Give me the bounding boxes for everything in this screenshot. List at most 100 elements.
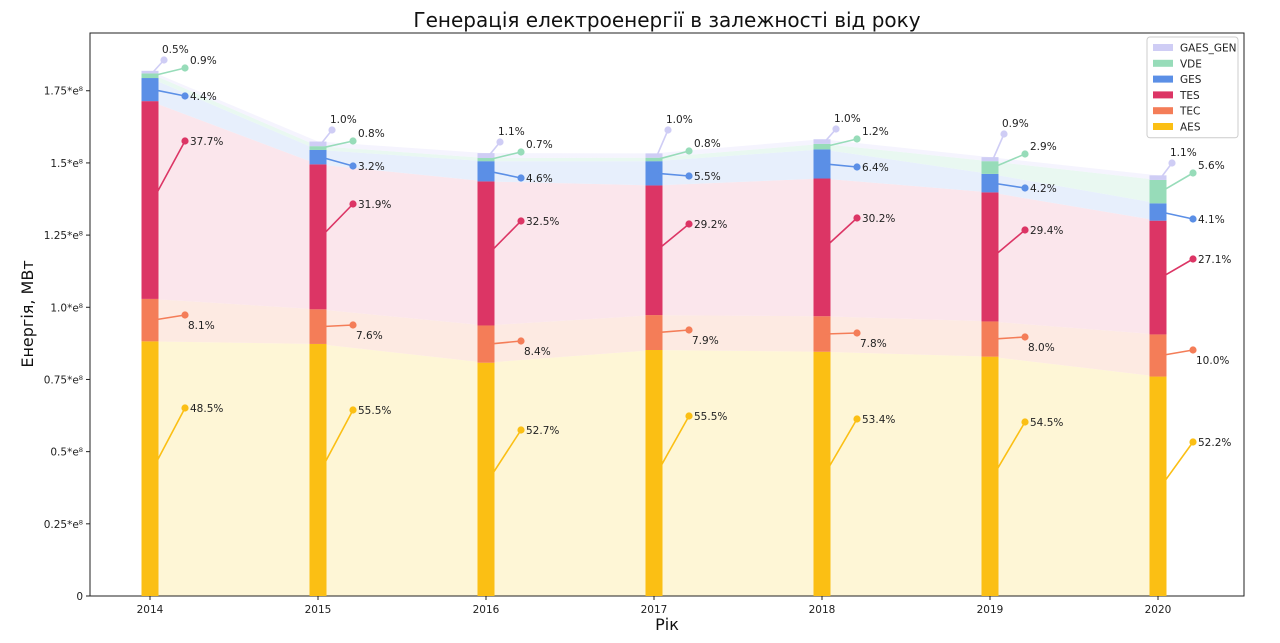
- y-tick-label-2: 0.5*e⁸: [50, 447, 83, 459]
- bar-gaes-gen-2019: [981, 157, 999, 162]
- pct-label-ges-2020: 4.1%: [1198, 214, 1225, 226]
- leader-line-ges-2018: [824, 163, 858, 168]
- bar-gaes-gen-2017: [645, 153, 663, 158]
- bar-ges-2019: [981, 173, 999, 193]
- leader-dot-gaes-gen-2016: [496, 138, 504, 146]
- leader-dot-ges-2018: [853, 163, 861, 171]
- y-tick-label-4: 1.0*e⁸: [50, 302, 83, 314]
- legend-swatch-ges: [1153, 75, 1173, 83]
- bar-tes-2019: [981, 192, 999, 322]
- pct-label-gaes-gen-2016: 1.1%: [498, 126, 525, 138]
- leader-dot-vde-2020: [1189, 169, 1197, 177]
- y-tick-label-7: 1.75*e⁸: [44, 86, 83, 98]
- pct-label-gaes-gen-2017: 1.0%: [666, 114, 693, 126]
- bar-vde-2017: [645, 157, 663, 162]
- pct-label-aes-2020: 52.2%: [1198, 437, 1231, 449]
- pct-label-vde-2016: 0.7%: [526, 139, 553, 151]
- pct-label-aes-2014: 48.5%: [190, 403, 223, 415]
- leader-line-tes-2016: [488, 220, 522, 254]
- bar-tec-2014: [141, 298, 159, 342]
- leader-line-ges-2014: [152, 88, 186, 97]
- pct-label-vde-2015: 0.8%: [358, 128, 385, 140]
- pct-label-tes-2019: 29.4%: [1030, 225, 1063, 237]
- pct-label-aes-2016: 52.7%: [526, 425, 559, 437]
- bar-vde-2019: [981, 161, 999, 174]
- leader-line-tes-2014: [152, 140, 186, 201]
- leader-line-ges-2015: [320, 156, 354, 167]
- leader-line-vde-2017: [656, 150, 690, 161]
- leader-dot-tes-2015: [349, 200, 357, 208]
- bar-tes-2014: [141, 101, 159, 299]
- leader-dot-aes-2015: [349, 406, 357, 414]
- pct-label-tec-2020: 10.0%: [1196, 355, 1229, 367]
- bar-vde-2016: [477, 158, 495, 162]
- bar-gaes-gen-2018: [813, 139, 831, 144]
- y-axis-label: Енергія, МВт: [18, 260, 37, 367]
- bar-aes-2018: [813, 351, 831, 596]
- leader-line-ges-2017: [656, 172, 690, 177]
- bar-tec-2015: [309, 309, 327, 344]
- y-tick-label-5: 1.25*e⁸: [44, 230, 83, 242]
- leader-line-ges-2020: [1160, 211, 1194, 220]
- leader-line-ges-2019: [992, 182, 1026, 189]
- pct-label-vde-2019: 2.9%: [1030, 141, 1057, 153]
- leader-line-tes-2019: [992, 229, 1026, 258]
- bar-aes-2020: [1149, 376, 1167, 596]
- bar-vde-2018: [813, 143, 831, 150]
- pct-label-ges-2019: 4.2%: [1030, 183, 1057, 195]
- pct-label-aes-2017: 55.5%: [694, 411, 727, 423]
- leader-dot-tes-2014: [181, 137, 189, 145]
- leader-dot-vde-2017: [685, 147, 693, 155]
- pct-label-tec-2018: 7.8%: [860, 338, 887, 350]
- x-tick-label-2018: 2018: [809, 604, 836, 616]
- bar-gaes-gen-2015: [309, 141, 327, 147]
- legend-swatch-gaes-gen: [1153, 44, 1173, 51]
- leader-line-aes-2017: [656, 415, 690, 474]
- leader-dot-ges-2014: [181, 92, 189, 100]
- bar-tec-2017: [645, 315, 663, 351]
- legend-label-vde: VDE: [1180, 58, 1202, 70]
- pct-label-aes-2019: 54.5%: [1030, 417, 1063, 429]
- pct-label-tec-2019: 8.0%: [1028, 342, 1055, 354]
- leader-dot-tec-2020: [1189, 346, 1197, 354]
- bar-ges-2016: [477, 161, 495, 182]
- leader-line-aes-2018: [824, 418, 858, 475]
- leader-dot-tec-2018: [853, 329, 861, 337]
- pct-label-gaes-gen-2019: 0.9%: [1002, 118, 1029, 130]
- pct-label-tec-2014: 8.1%: [188, 320, 215, 332]
- leader-dot-aes-2019: [1021, 418, 1029, 426]
- pct-label-tec-2017: 7.9%: [692, 335, 719, 347]
- leader-line-gaes-gen-2019: [992, 133, 1005, 160]
- y-tick-label-1: 0.25*e⁸: [44, 519, 83, 531]
- bar-vde-2014: [141, 73, 159, 79]
- bar-tec-2020: [1149, 334, 1167, 377]
- leader-dot-gaes-gen-2019: [1000, 130, 1008, 138]
- leader-dot-gaes-gen-2017: [664, 126, 672, 134]
- leader-dot-vde-2015: [349, 137, 357, 145]
- leader-line-vde-2015: [320, 140, 354, 149]
- bar-ges-2015: [309, 149, 327, 165]
- bar-gaes-gen-2020: [1149, 175, 1167, 180]
- leader-line-aes-2014: [152, 407, 186, 470]
- leader-dot-tec-2016: [517, 337, 525, 345]
- leader-line-vde-2019: [992, 153, 1026, 169]
- legend-label-gaes-gen: GAES_GEN: [1180, 43, 1237, 55]
- x-tick-label-2017: 2017: [641, 604, 668, 616]
- band-ges: [150, 78, 1158, 221]
- pct-label-tec-2016: 8.4%: [524, 346, 551, 358]
- leader-dot-tes-2016: [517, 217, 525, 225]
- leader-dot-aes-2017: [685, 412, 693, 420]
- pct-label-vde-2017: 0.8%: [694, 138, 721, 150]
- leader-dot-gaes-gen-2018: [832, 125, 840, 133]
- pct-label-ges-2018: 6.4%: [862, 162, 889, 174]
- pct-label-gaes-gen-2014: 0.5%: [162, 44, 189, 56]
- pct-label-vde-2018: 1.2%: [862, 126, 889, 138]
- x-tick-label-2014: 2014: [137, 604, 164, 616]
- x-axis: 2014 2015 2016 2017 2018 2019 2020: [137, 596, 1171, 616]
- leader-line-tec-2018: [824, 332, 858, 335]
- leader-line-aes-2016: [488, 429, 522, 480]
- leader-dot-vde-2014: [181, 64, 189, 72]
- bar-aes-2014: [141, 341, 159, 596]
- leader-dot-vde-2018: [853, 135, 861, 143]
- pct-label-tes-2016: 32.5%: [526, 216, 559, 228]
